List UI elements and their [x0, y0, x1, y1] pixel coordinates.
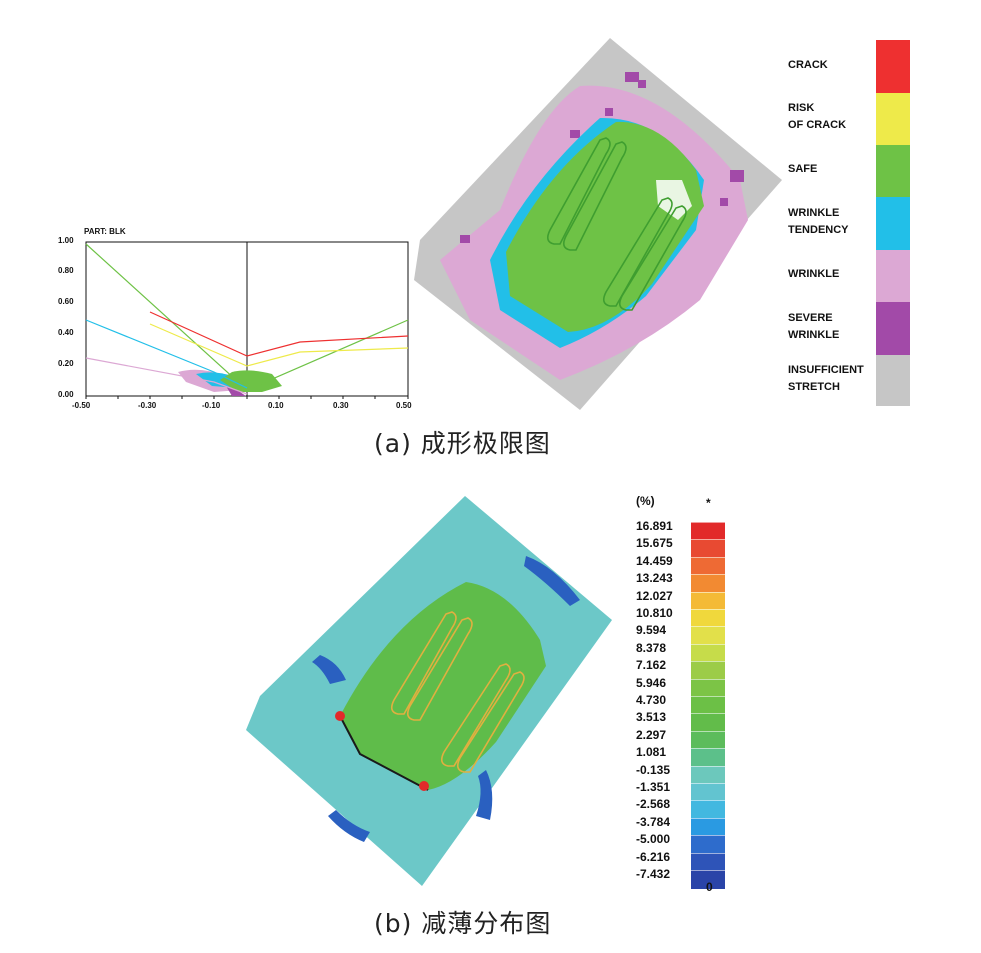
thinning-level-label: 9.594	[636, 623, 667, 638]
legend-swatch-tendency	[876, 197, 910, 250]
caption-a: (a) 成形极限图	[374, 429, 551, 458]
thinning-level-label: 7.162	[636, 658, 667, 673]
thinning-level-swatch	[691, 730, 725, 750]
thinning-level-swatch	[691, 626, 725, 646]
legend-label-wrinkle: WRINKLE	[788, 268, 840, 280]
thinning-level-swatch	[691, 800, 725, 820]
thinning-level-swatch	[691, 783, 725, 802]
thinning-level-label: 13.243	[636, 571, 673, 586]
thinning-level-label: 16.891	[636, 519, 673, 533]
safe-part	[506, 121, 704, 332]
thinning-level-swatch	[691, 661, 725, 681]
legend-label-insufficient: INSUFFICIENT STRETCH	[788, 364, 864, 393]
emboss-loops	[546, 137, 687, 311]
y-tick-1: 1.00	[58, 236, 74, 245]
thinning-level-swatch	[691, 522, 725, 541]
blue-zone-3	[476, 770, 493, 820]
thinning-level-swatch	[691, 817, 725, 837]
x-tick-3: -0.10	[202, 401, 221, 410]
thinning-level-swatch	[691, 765, 725, 785]
y-tick-3: 0.60	[58, 297, 74, 306]
x-tick-2: -0.30	[138, 401, 157, 410]
thinning-level-label: 1.081	[636, 745, 667, 760]
legend-swatch-wrinkle	[876, 250, 910, 302]
legend-swatch-crack	[876, 40, 910, 93]
legend-label-tendency: WRINKLE TENDENCY	[788, 207, 849, 236]
x-tick-4: 0.10	[268, 401, 284, 410]
wrinkle-curve	[85, 357, 248, 395]
legend-swatch-insufficient	[876, 355, 910, 406]
thinning-level-label: 3.513	[636, 710, 667, 725]
thinning-level-swatch	[691, 696, 725, 715]
blue-zone-2	[312, 655, 346, 684]
thinning-part	[340, 582, 546, 790]
x-tick-6: 0.50	[396, 401, 412, 410]
thinning-level-swatch	[691, 591, 725, 611]
legend-swatch-safe	[876, 145, 910, 197]
top-mark: *	[706, 496, 711, 510]
thinning-level-label: 10.810	[636, 606, 673, 620]
thinning-level-swatch	[691, 556, 725, 576]
x-tick-5: 0.30	[333, 401, 349, 410]
x-tick-marks	[85, 396, 409, 399]
thinning-level-swatch	[691, 748, 725, 768]
safe-cloud	[220, 370, 282, 392]
fld-part-render	[414, 38, 782, 410]
thinning-level-swatch	[691, 643, 725, 663]
thinning-part-render	[246, 496, 612, 886]
legend-label-crack: CRACK	[788, 59, 828, 71]
thinning-level-swatch	[691, 713, 725, 733]
y-tick-5: 0.20	[58, 359, 74, 368]
thinning-level-label: -7.432	[636, 867, 671, 881]
thinning-level-label: -1.351	[636, 780, 671, 794]
thinning-level-swatch	[691, 678, 725, 698]
blue-zone-1	[524, 556, 580, 606]
thinning-level-swatch	[691, 870, 725, 889]
thinning-level-swatch	[691, 609, 725, 628]
y-tick-6: 0.00	[58, 390, 74, 399]
thinning-emboss-loops	[390, 611, 525, 773]
part-label: PART: BLK	[84, 227, 126, 236]
legend-label-risk: RISK OF CRACK	[788, 102, 847, 131]
legend-swatch-severe	[876, 302, 910, 355]
thinning-level-label: -0.135	[636, 762, 671, 777]
safe-curve	[85, 243, 409, 391]
thinning-level-label: -3.784	[636, 814, 671, 829]
thinning-level-swatch	[691, 835, 725, 855]
y-tick-4: 0.40	[58, 328, 74, 337]
thinning-level-label: 5.946	[636, 675, 667, 690]
thinning-level-swatch	[691, 539, 725, 559]
hotspot-1	[335, 711, 345, 721]
thinning-level-swatch	[691, 574, 725, 594]
thinning-level-label: 14.459	[636, 553, 673, 568]
thinning-level-label: 8.378	[636, 640, 667, 655]
legend-swatch-risk	[876, 93, 910, 145]
thinning-level-swatch	[691, 852, 725, 872]
y-tick-2: 0.80	[58, 266, 74, 275]
thinning-level-label: 12.027	[636, 588, 673, 603]
bottom-mark: 0	[706, 880, 713, 894]
hotspot-2	[419, 781, 429, 791]
crack-curve	[149, 311, 409, 357]
thinning-level-label: 15.675	[636, 536, 673, 551]
highlight	[656, 180, 692, 220]
thinning-level-label: -5.000	[636, 832, 671, 847]
legend-label-severe: SEVERE WRINKLE	[788, 312, 840, 341]
caption-b: (b) 减薄分布图	[374, 909, 552, 938]
thinning-level-label: 2.297	[636, 727, 667, 742]
severe-wrinkle-patches	[460, 72, 744, 243]
part-edge	[339, 715, 429, 791]
legend-label-safe: SAFE	[788, 163, 818, 175]
fld-plot-svg	[85, 241, 409, 399]
blue-zone-4	[328, 810, 370, 842]
unit-label: (%)	[636, 494, 655, 508]
thinning-level-label: -2.568	[636, 797, 671, 812]
tendency-curve	[85, 319, 248, 389]
thinning-level-label: -6.216	[636, 849, 671, 864]
x-tick-1: -0.50	[72, 401, 91, 410]
risk-curve	[149, 323, 409, 367]
thinning-level-label: 4.730	[636, 693, 667, 707]
